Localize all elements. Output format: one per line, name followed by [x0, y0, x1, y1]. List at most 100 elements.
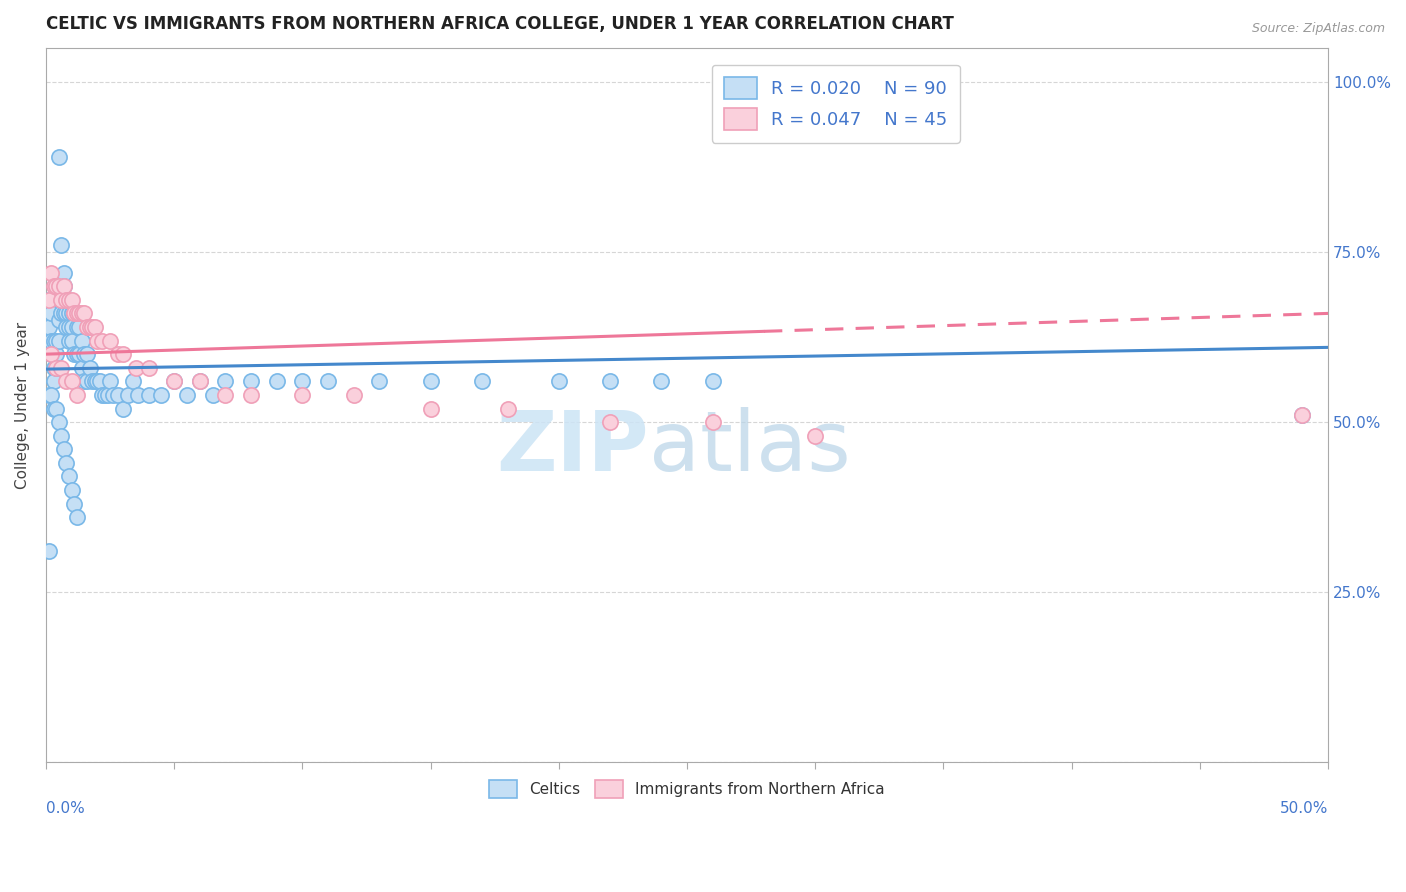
- Point: [547, 375, 569, 389]
- Point: [107, 347, 129, 361]
- Text: 50.0%: 50.0%: [1279, 801, 1329, 816]
- Point: [127, 388, 149, 402]
- Point: [702, 375, 724, 389]
- Point: [650, 375, 672, 389]
- Point: [138, 360, 160, 375]
- Point: [702, 415, 724, 429]
- Point: [48, 415, 70, 429]
- Point: [45, 401, 67, 416]
- Point: [42, 401, 65, 416]
- Point: [58, 334, 80, 348]
- Point: [52, 266, 75, 280]
- Text: Source: ZipAtlas.com: Source: ZipAtlas.com: [1251, 22, 1385, 36]
- Point: [240, 388, 263, 402]
- Point: [67, 320, 90, 334]
- Point: [42, 279, 65, 293]
- Point: [39, 334, 62, 348]
- Point: [111, 347, 134, 361]
- Point: [51, 360, 73, 375]
- Point: [70, 334, 93, 348]
- Point: [55, 293, 77, 307]
- Point: [86, 334, 108, 348]
- Point: [45, 360, 67, 375]
- Point: [240, 375, 263, 389]
- Point: [63, 306, 86, 320]
- Point: [63, 347, 86, 361]
- Point: [66, 510, 89, 524]
- Point: [42, 334, 65, 348]
- Point: [73, 306, 96, 320]
- Point: [42, 360, 65, 375]
- Point: [98, 375, 121, 389]
- Point: [60, 320, 83, 334]
- Point: [66, 347, 89, 361]
- Point: [38, 320, 60, 334]
- Point: [214, 388, 236, 402]
- Point: [52, 279, 75, 293]
- Point: [86, 375, 108, 389]
- Point: [471, 375, 494, 389]
- Point: [55, 456, 77, 470]
- Legend: Celtics, Immigrants from Northern Africa: Celtics, Immigrants from Northern Africa: [481, 771, 894, 807]
- Point: [60, 375, 83, 389]
- Point: [419, 401, 441, 416]
- Point: [52, 279, 75, 293]
- Point: [343, 388, 366, 402]
- Point: [60, 293, 83, 307]
- Point: [45, 360, 67, 375]
- Y-axis label: College, Under 1 year: College, Under 1 year: [15, 321, 30, 489]
- Point: [368, 375, 391, 389]
- Point: [94, 388, 117, 402]
- Point: [51, 293, 73, 307]
- Point: [66, 320, 89, 334]
- Text: CELTIC VS IMMIGRANTS FROM NORTHERN AFRICA COLLEGE, UNDER 1 YEAR CORRELATION CHAR: CELTIC VS IMMIGRANTS FROM NORTHERN AFRIC…: [46, 15, 953, 33]
- Point: [70, 306, 93, 320]
- Point: [63, 497, 86, 511]
- Point: [176, 388, 198, 402]
- Point: [83, 375, 105, 389]
- Point: [58, 320, 80, 334]
- Point: [51, 238, 73, 252]
- Point: [804, 428, 827, 442]
- Point: [38, 544, 60, 558]
- Point: [1291, 409, 1313, 423]
- Point: [163, 375, 186, 389]
- Point: [266, 375, 288, 389]
- Point: [60, 306, 83, 320]
- Point: [63, 306, 86, 320]
- Point: [52, 442, 75, 457]
- Text: ZIP: ZIP: [496, 408, 648, 489]
- Point: [125, 360, 148, 375]
- Point: [122, 375, 145, 389]
- Point: [38, 388, 60, 402]
- Point: [83, 320, 105, 334]
- Point: [291, 388, 314, 402]
- Point: [60, 483, 83, 497]
- Point: [150, 388, 173, 402]
- Point: [39, 306, 62, 320]
- Point: [291, 375, 314, 389]
- Text: atlas: atlas: [648, 408, 851, 489]
- Point: [60, 334, 83, 348]
- Point: [599, 415, 621, 429]
- Point: [55, 320, 77, 334]
- Point: [38, 293, 60, 307]
- Point: [48, 150, 70, 164]
- Point: [48, 313, 70, 327]
- Point: [45, 279, 67, 293]
- Point: [111, 401, 134, 416]
- Point: [58, 469, 80, 483]
- Text: 0.0%: 0.0%: [46, 801, 84, 816]
- Point: [55, 306, 77, 320]
- Point: [932, 89, 955, 103]
- Point: [496, 401, 519, 416]
- Point: [188, 375, 211, 389]
- Point: [38, 293, 60, 307]
- Point: [39, 266, 62, 280]
- Point: [51, 428, 73, 442]
- Point: [48, 334, 70, 348]
- Point: [45, 334, 67, 348]
- Point: [51, 293, 73, 307]
- Point: [67, 306, 90, 320]
- Point: [96, 388, 118, 402]
